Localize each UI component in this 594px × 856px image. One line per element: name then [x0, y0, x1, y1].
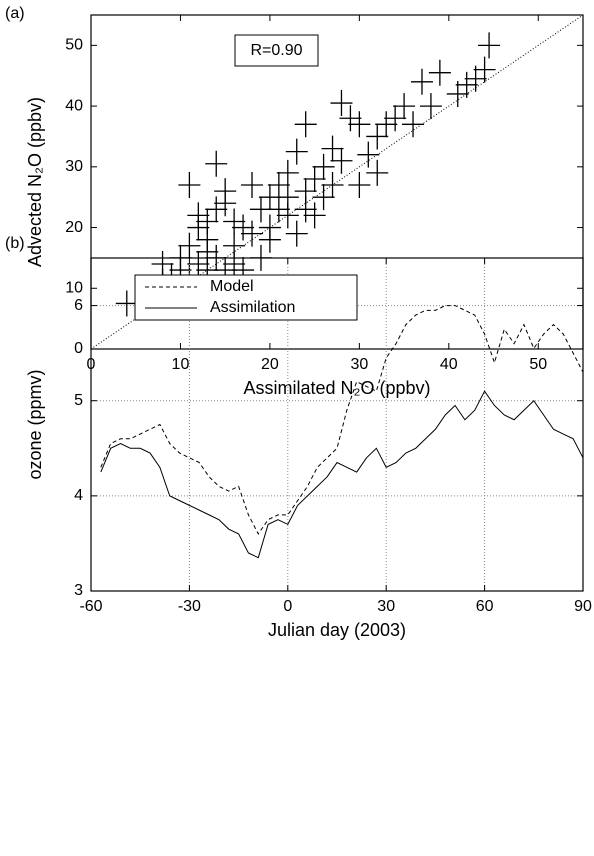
legend-box: [134, 274, 358, 321]
x-tick-label: 50: [529, 356, 547, 373]
point: [312, 184, 335, 211]
panel-label: (b): [5, 235, 25, 252]
y-tick-label: 20: [65, 219, 83, 236]
y-tick-label: 0: [74, 340, 83, 357]
point: [115, 290, 138, 317]
point: [428, 59, 451, 86]
point: [410, 68, 433, 95]
y-axis-label: ozone (ppmv): [25, 369, 45, 479]
y-axis-label: Advected N₂O (ppbv): [25, 97, 45, 267]
point: [348, 111, 371, 138]
point: [366, 159, 389, 186]
y-tick-label: 6: [74, 297, 83, 314]
point: [267, 172, 290, 199]
x-tick-label: 10: [172, 356, 190, 373]
point: [276, 159, 299, 186]
point: [455, 71, 478, 98]
point: [196, 208, 219, 235]
point: [375, 111, 398, 138]
point: [223, 208, 246, 235]
x-tick-label: 60: [476, 598, 494, 615]
y-tick-label: 3: [74, 582, 83, 599]
point: [312, 153, 335, 180]
point: [321, 172, 344, 199]
point: [357, 141, 380, 168]
point: [187, 250, 210, 277]
x-tick-label: 20: [261, 356, 279, 373]
point: [478, 32, 501, 59]
plot-frame: [90, 14, 584, 350]
point: [348, 172, 371, 199]
point: [241, 172, 264, 199]
point: [223, 232, 246, 259]
annotation: R=0.90: [250, 42, 302, 59]
point: [151, 250, 174, 277]
y-tick-label: 10: [65, 279, 83, 296]
point: [419, 93, 442, 120]
x-tick-label: 90: [574, 598, 592, 615]
point: [205, 150, 228, 177]
point: [402, 111, 425, 138]
plot-frame: [90, 257, 584, 592]
series-line: [100, 390, 584, 559]
panel-label: (a): [5, 5, 25, 22]
x-tick-label: -60: [79, 598, 102, 615]
x-tick-label: 40: [440, 356, 458, 373]
point: [285, 220, 308, 247]
y-tick-label: 40: [65, 97, 83, 114]
series-line: [100, 305, 584, 535]
point: [303, 165, 326, 192]
legend-label: Assimilation: [210, 299, 295, 316]
annotation-box: [234, 34, 319, 67]
point: [384, 105, 407, 132]
point: [276, 184, 299, 211]
x-tick-label: -30: [178, 598, 201, 615]
y-tick-label: 5: [74, 392, 83, 409]
x-axis-label: Assimilated N₂O (ppbv): [243, 378, 430, 398]
point: [366, 123, 389, 150]
point: [303, 202, 326, 229]
x-tick-label: 30: [377, 598, 395, 615]
y-tick-label: 50: [65, 37, 83, 54]
point: [267, 196, 290, 223]
point: [178, 172, 201, 199]
point: [214, 178, 237, 205]
point: [339, 105, 362, 132]
point: [330, 90, 353, 117]
point: [285, 138, 308, 165]
point: [241, 220, 264, 247]
point: [178, 232, 201, 259]
x-axis-label: Julian day (2003): [268, 620, 406, 640]
point: [294, 196, 317, 223]
legend-label: Model: [210, 278, 254, 295]
point: [187, 202, 210, 229]
point: [205, 196, 228, 223]
y-tick-label: 4: [74, 487, 83, 504]
point: [232, 214, 255, 241]
point: [473, 56, 496, 83]
point: [393, 93, 416, 120]
point: [330, 147, 353, 174]
y-tick-label: 30: [65, 158, 83, 175]
point: [258, 226, 281, 253]
x-tick-label: 30: [350, 356, 368, 373]
point: [321, 135, 344, 162]
x-tick-label: 0: [283, 598, 292, 615]
point: [294, 111, 317, 138]
